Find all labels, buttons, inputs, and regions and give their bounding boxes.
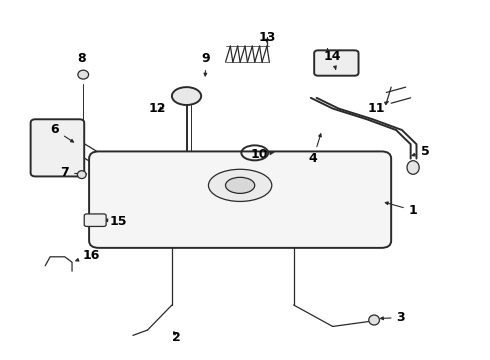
Ellipse shape (172, 87, 201, 105)
FancyBboxPatch shape (314, 50, 359, 76)
Text: 3: 3 (381, 311, 405, 324)
Text: 15: 15 (104, 215, 127, 228)
Text: 5: 5 (412, 145, 430, 158)
Ellipse shape (77, 171, 86, 179)
Ellipse shape (78, 70, 89, 79)
Text: 2: 2 (172, 331, 181, 344)
Text: 14: 14 (324, 50, 342, 69)
Text: 9: 9 (202, 52, 210, 76)
Text: 4: 4 (309, 134, 321, 165)
Ellipse shape (225, 177, 255, 193)
Text: 16: 16 (76, 248, 100, 261)
Text: 6: 6 (50, 123, 74, 142)
Text: 10: 10 (251, 148, 274, 162)
FancyBboxPatch shape (89, 152, 391, 248)
Ellipse shape (369, 315, 379, 325)
Ellipse shape (407, 161, 419, 174)
Text: 7: 7 (60, 166, 87, 179)
FancyBboxPatch shape (84, 214, 106, 226)
Text: 11: 11 (368, 102, 388, 115)
Text: 1: 1 (385, 202, 417, 217)
Ellipse shape (208, 169, 272, 202)
Text: 13: 13 (258, 31, 275, 44)
FancyBboxPatch shape (30, 119, 84, 176)
Text: 12: 12 (148, 102, 166, 115)
Text: 8: 8 (77, 52, 86, 78)
